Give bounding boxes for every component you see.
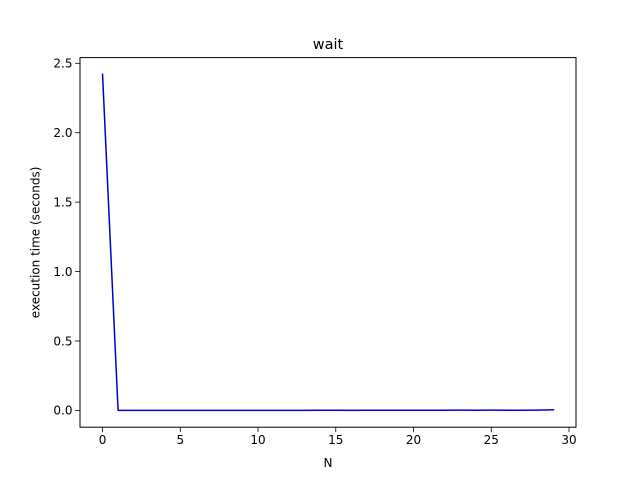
- y-axis-label: execution time (seconds): [29, 167, 43, 319]
- x-tick-label: 30: [561, 433, 576, 447]
- x-axis: 0 5 10 15 20 25 30: [99, 427, 577, 447]
- x-tick-label: 25: [484, 433, 499, 447]
- x-tick-label: 10: [250, 433, 265, 447]
- y-axis: 0.0 0.5 1.0 1.5 2.0 2.5: [53, 57, 80, 418]
- plot-area: [101, 73, 555, 412]
- y-tick-label: 1.0: [53, 265, 72, 279]
- x-tick-label: 15: [328, 433, 343, 447]
- series-line: [101, 73, 555, 412]
- y-tick-label: 0.0: [53, 404, 72, 418]
- chart-title: wait: [313, 37, 344, 53]
- x-axis-label: N: [324, 456, 333, 470]
- x-tick-label: 0: [99, 433, 107, 447]
- y-tick-label: 2.5: [53, 57, 72, 71]
- x-tick-label: 20: [406, 433, 421, 447]
- axes-frame: [79, 57, 577, 428]
- x-tick-label: 5: [176, 433, 184, 447]
- y-tick-label: 1.5: [53, 195, 72, 209]
- y-tick-label: 0.5: [53, 334, 72, 348]
- y-tick-label: 2.0: [53, 126, 72, 140]
